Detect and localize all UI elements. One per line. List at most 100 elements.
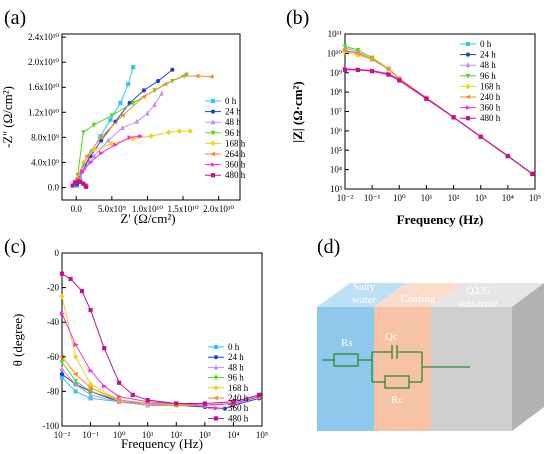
data-point xyxy=(213,364,219,370)
legend-label: 24 h xyxy=(228,352,244,362)
series-line xyxy=(344,49,533,175)
series-line xyxy=(345,69,533,175)
panel-b: (b) 10³ 10⁴ 10⁵ 10⁶ 10⁷ 10⁸ 10⁹ 10¹⁰ 10¹… xyxy=(286,7,541,227)
data-point xyxy=(59,372,65,377)
data-point xyxy=(355,67,361,73)
data-point xyxy=(354,51,361,56)
data-point xyxy=(59,293,65,299)
tick-label: -80 xyxy=(47,386,59,396)
legend-label: 0 h xyxy=(225,96,237,106)
series-group-a xyxy=(70,65,214,189)
data-point xyxy=(117,380,122,385)
data-point xyxy=(126,82,131,87)
legend-label: 48 h xyxy=(480,60,496,70)
series-480h xyxy=(70,179,89,189)
tick-label: -40 xyxy=(47,317,59,327)
data-point xyxy=(117,394,123,399)
tick-label: 10² xyxy=(448,193,460,203)
series-group-c xyxy=(58,271,263,411)
tick-label: 10⁰ xyxy=(393,193,406,203)
y-axis-ticks-b: 10³ 10⁴ 10⁵ 10⁶ 10⁷ 10⁸ 10⁹ 10¹⁰ 10¹¹ xyxy=(327,29,343,194)
tick-label: 10⁻² xyxy=(337,193,354,203)
data-point xyxy=(370,69,375,74)
data-point xyxy=(130,100,136,106)
legend-label: 240 h xyxy=(228,393,249,403)
data-point xyxy=(73,381,78,387)
y-axis-title-c: θ (degree) xyxy=(10,314,25,367)
tick-label: 1.5x10¹⁰ xyxy=(168,204,199,214)
data-point xyxy=(84,184,89,189)
data-point xyxy=(386,72,391,77)
x-axis-ticks-a: 0.0 5.0x10⁹ 1.0x10¹⁰ 1.5x10¹⁰ 2.0x10¹⁰ xyxy=(71,204,235,214)
data-point xyxy=(106,137,111,143)
data-point xyxy=(120,124,125,131)
data-point xyxy=(59,271,65,276)
legend-label: 96 h xyxy=(228,373,244,383)
data-point xyxy=(88,396,93,401)
legend-label: 48 h xyxy=(225,117,241,127)
series-line xyxy=(344,50,533,175)
substrate-side-face xyxy=(512,283,544,431)
data-point xyxy=(208,74,214,79)
tick-label: 10⁴ xyxy=(227,430,239,440)
tick-label: 10¹ xyxy=(421,193,433,203)
series-480h xyxy=(342,67,535,177)
data-point xyxy=(209,151,216,157)
data-point xyxy=(91,153,97,159)
series-480h xyxy=(59,271,262,406)
panel-a: (a) 0.0 4.0x10⁹ 8.0x10⁹ 1.2x10¹⁰ 1.6x10¹… xyxy=(0,7,246,226)
tick-label: 1.2x10¹⁰ xyxy=(28,107,59,117)
data-point xyxy=(213,375,219,381)
rs-label: Rs xyxy=(341,337,353,349)
data-point xyxy=(213,405,220,411)
salty-water-label-line2: water xyxy=(352,294,377,306)
data-point xyxy=(213,385,219,391)
series-line xyxy=(61,313,260,406)
data-point xyxy=(505,153,510,159)
tick-label: 0.0 xyxy=(71,204,83,214)
panel-d: (d) Salty water Coating Q235 substrate xyxy=(317,236,544,431)
data-point xyxy=(176,128,183,134)
data-point xyxy=(116,397,122,403)
data-point xyxy=(187,128,193,134)
data-point xyxy=(166,129,172,136)
data-point xyxy=(140,94,146,99)
series-96h xyxy=(342,44,535,177)
series-group-b xyxy=(341,44,536,177)
panel-b-tag: (b) xyxy=(286,7,309,29)
tick-label: 2.4x10¹⁰ xyxy=(28,32,59,42)
tick-label: 10⁵ xyxy=(256,430,268,440)
legend-label: 48 h xyxy=(228,362,244,372)
qc-label: Qc xyxy=(385,331,398,343)
data-point xyxy=(184,72,189,78)
coating-label: Coating xyxy=(401,293,436,305)
data-point xyxy=(59,311,66,316)
data-point xyxy=(478,134,483,139)
data-point xyxy=(179,73,186,79)
data-point xyxy=(102,383,108,389)
data-point xyxy=(81,130,86,136)
data-point xyxy=(210,130,216,136)
data-point xyxy=(464,94,471,100)
data-point xyxy=(68,276,73,282)
data-point xyxy=(148,133,154,139)
data-point xyxy=(99,150,105,156)
data-point xyxy=(465,105,472,110)
rc-label: Rc xyxy=(391,394,403,406)
x-axis-title-c: Frequency (Hz) xyxy=(121,436,203,451)
tick-label: 10⁸ xyxy=(330,87,342,97)
series-line xyxy=(77,93,163,182)
data-point xyxy=(342,44,348,50)
data-point xyxy=(108,117,113,122)
y-axis-title-b: |Z| (Ω·cm²) xyxy=(290,81,305,143)
plot-frame-a xyxy=(61,33,241,201)
data-point xyxy=(72,371,78,377)
tick-label: 10⁵ xyxy=(330,145,342,155)
legend-label: 480 h xyxy=(480,113,501,123)
data-point xyxy=(145,397,150,403)
legend-label: 96 h xyxy=(225,128,241,138)
tick-label: 10⁷ xyxy=(330,107,342,117)
